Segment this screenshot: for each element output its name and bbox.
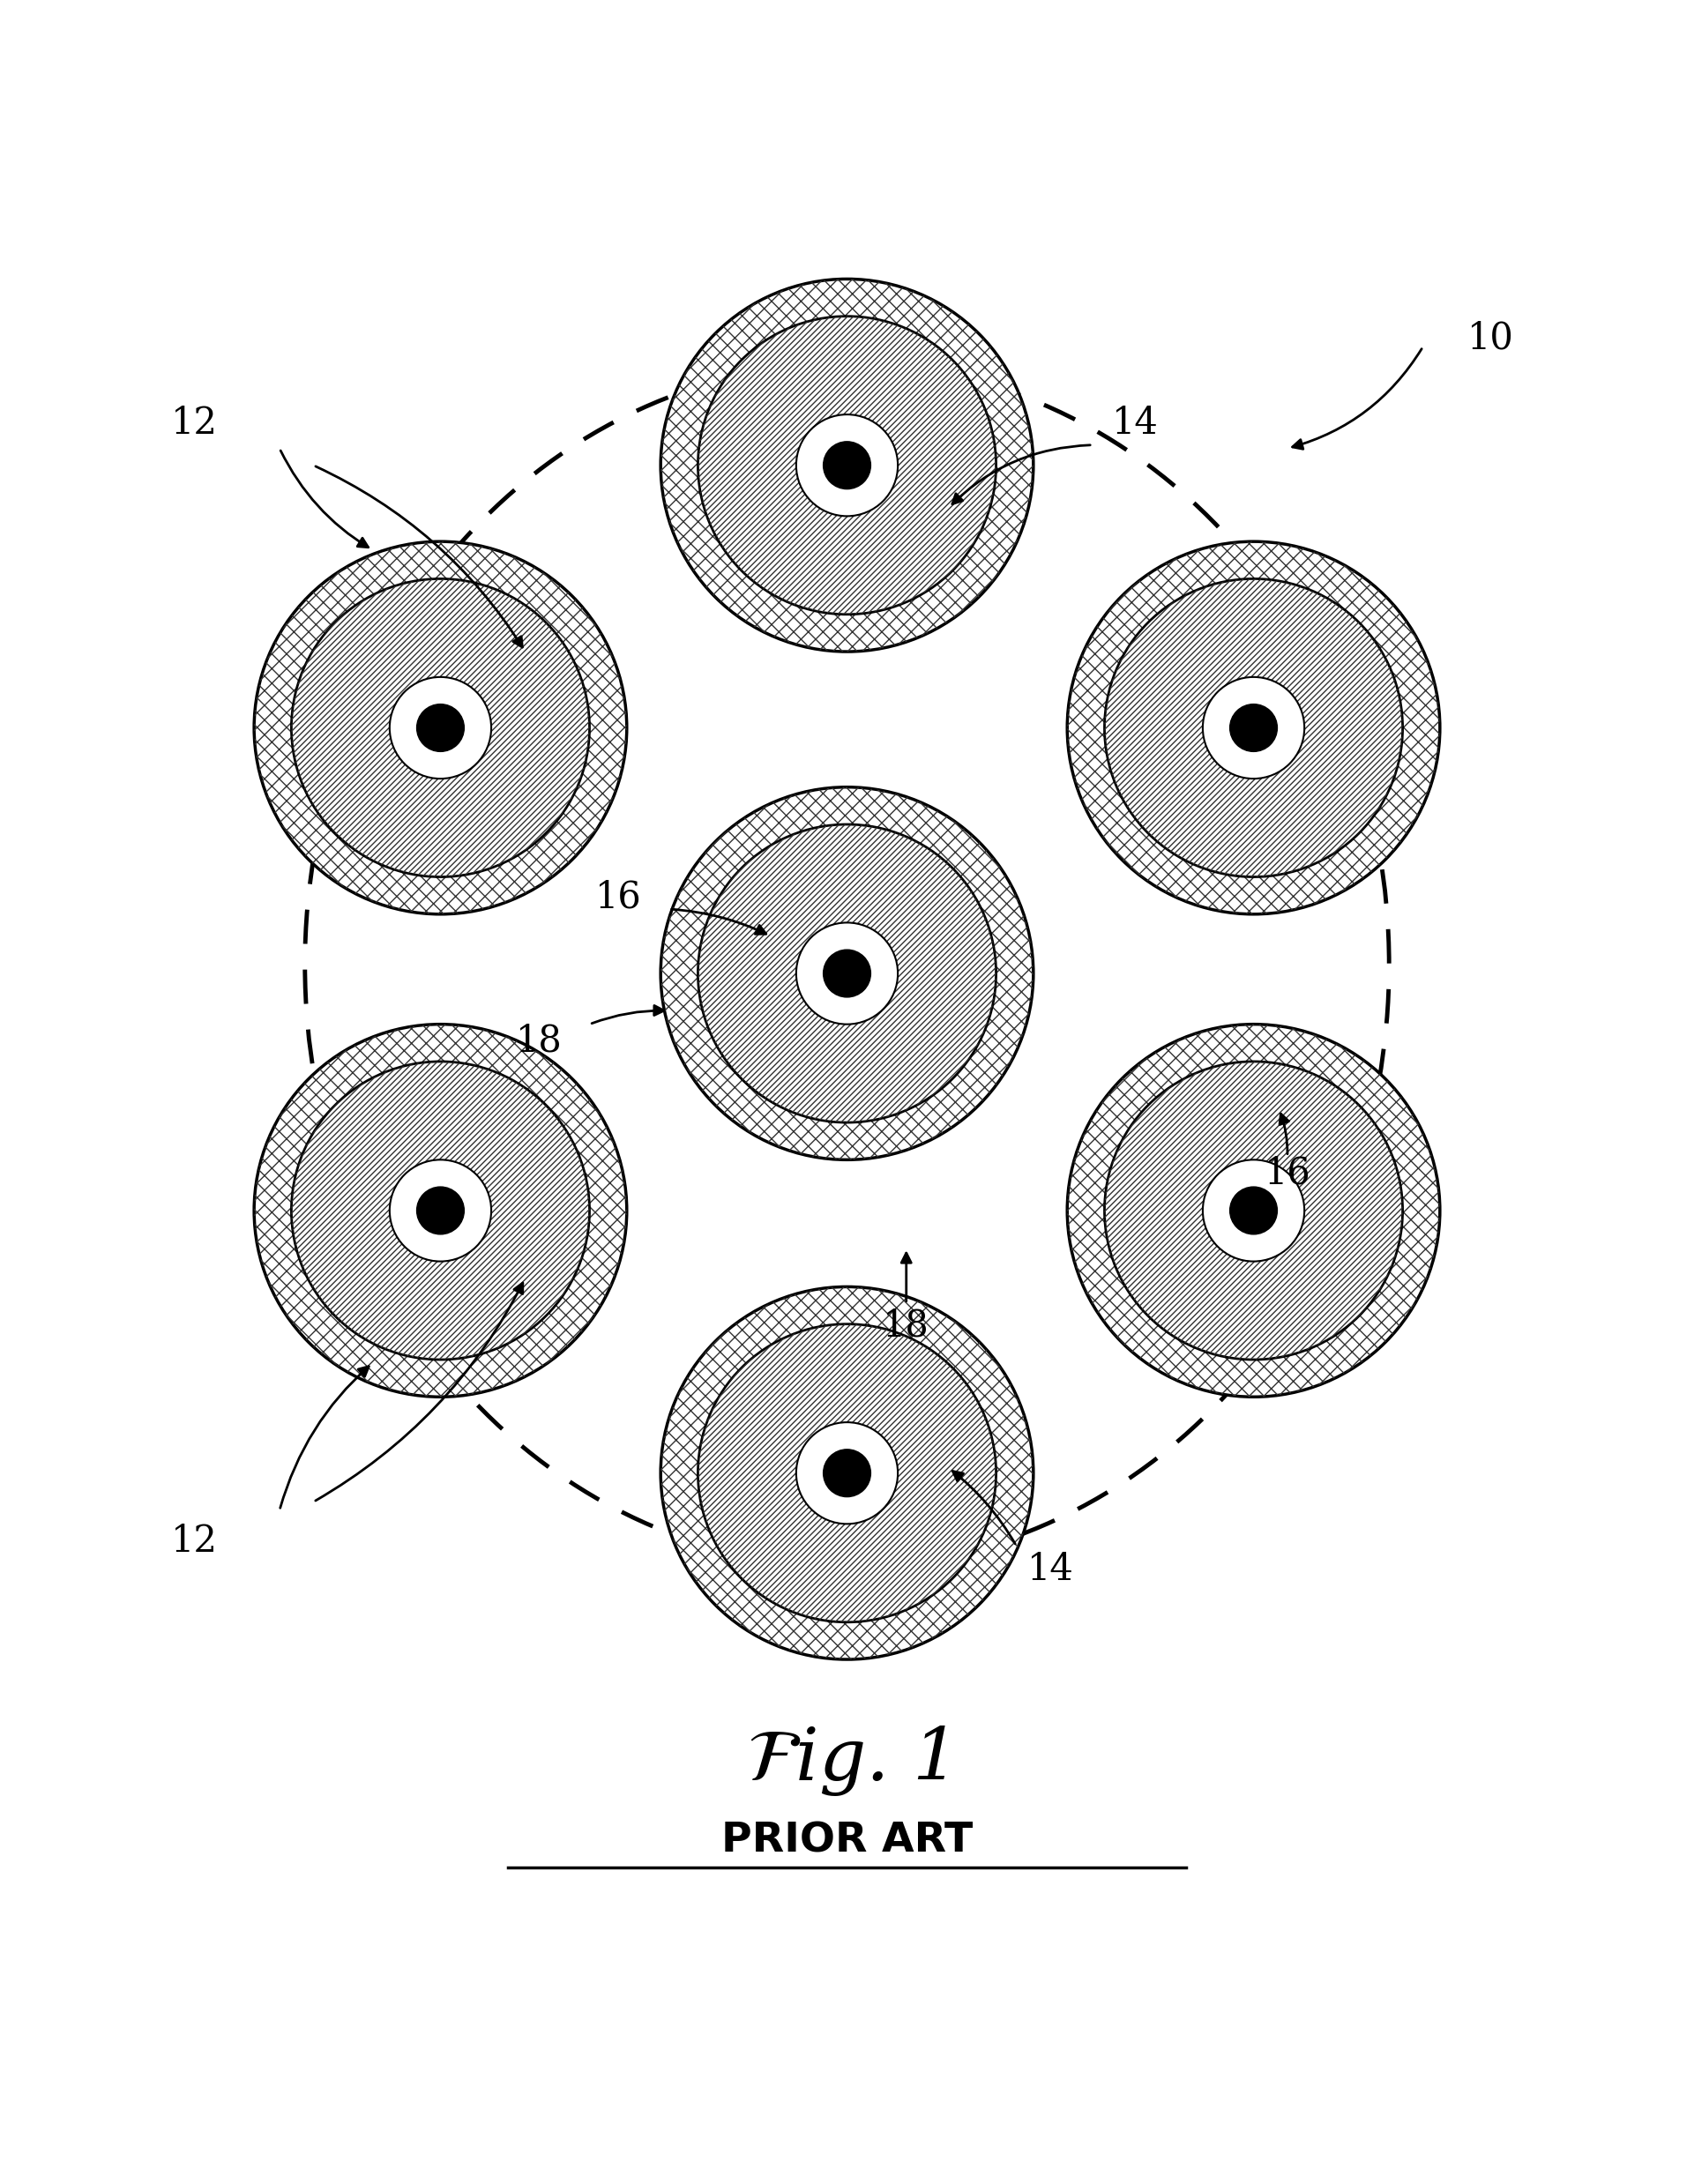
Text: 18: 18 xyxy=(883,1308,930,1345)
Circle shape xyxy=(698,823,996,1123)
Circle shape xyxy=(698,1324,996,1623)
Circle shape xyxy=(661,280,1033,651)
Circle shape xyxy=(254,542,627,915)
Text: 16: 16 xyxy=(1264,1155,1311,1192)
Circle shape xyxy=(796,415,898,515)
Circle shape xyxy=(823,441,871,489)
Circle shape xyxy=(390,677,491,780)
Circle shape xyxy=(1203,677,1304,780)
Text: 12: 12 xyxy=(171,404,219,441)
Circle shape xyxy=(823,950,871,998)
Circle shape xyxy=(1067,1024,1440,1398)
Circle shape xyxy=(796,1422,898,1524)
Circle shape xyxy=(1230,703,1277,751)
Circle shape xyxy=(417,1186,464,1234)
Text: 16: 16 xyxy=(595,878,642,915)
Circle shape xyxy=(661,1286,1033,1660)
Circle shape xyxy=(1104,1061,1403,1361)
Circle shape xyxy=(254,1024,627,1398)
Text: 10: 10 xyxy=(1467,319,1514,356)
Circle shape xyxy=(1230,1186,1277,1234)
Circle shape xyxy=(291,1061,590,1361)
Circle shape xyxy=(823,1450,871,1496)
Circle shape xyxy=(390,1160,491,1262)
Text: PRIOR ART: PRIOR ART xyxy=(722,1821,972,1861)
Circle shape xyxy=(698,317,996,614)
Text: 12: 12 xyxy=(171,1522,219,1559)
Text: 14: 14 xyxy=(1111,404,1159,441)
Circle shape xyxy=(417,703,464,751)
Circle shape xyxy=(291,579,590,878)
Circle shape xyxy=(1067,542,1440,915)
Text: 18: 18 xyxy=(515,1022,562,1059)
Text: 14: 14 xyxy=(1027,1551,1074,1588)
Circle shape xyxy=(796,922,898,1024)
Text: $\mathcal{F}$ig. 1: $\mathcal{F}$ig. 1 xyxy=(747,1723,947,1797)
Circle shape xyxy=(1104,579,1403,878)
Circle shape xyxy=(1203,1160,1304,1262)
Circle shape xyxy=(661,786,1033,1160)
